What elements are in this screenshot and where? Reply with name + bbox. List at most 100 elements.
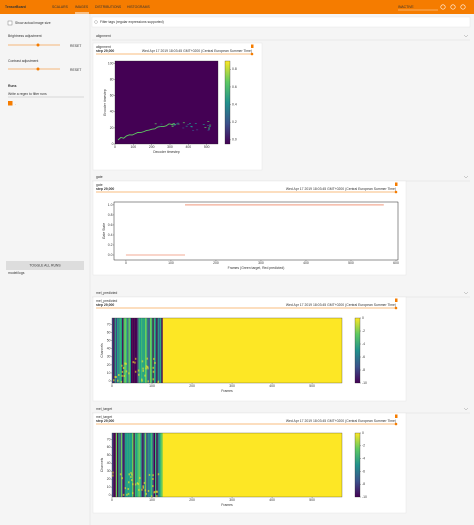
x-tick-label: 500 xyxy=(204,145,210,149)
alignment-noise xyxy=(187,124,190,125)
spectrogram-band xyxy=(127,492,130,495)
slider-knob[interactable] xyxy=(36,67,40,71)
y-tick-label: 50 xyxy=(107,339,111,343)
spectrogram-band xyxy=(157,473,160,476)
app-title: TensorBoard xyxy=(5,5,26,9)
y-tick-label: 10 xyxy=(107,371,111,375)
alignment-noise xyxy=(177,123,180,125)
x-tick-label: 500 xyxy=(309,384,315,388)
y-tick-label: 60 xyxy=(107,330,111,334)
spectrogram-stripe xyxy=(120,318,123,383)
spectrogram-stripe xyxy=(137,433,139,497)
spectrogram-band xyxy=(152,378,155,381)
spectrogram-band xyxy=(134,483,137,486)
spectrogram-stripe xyxy=(155,318,157,383)
step-knob[interactable] xyxy=(394,422,398,426)
y-tick-label: 60 xyxy=(107,445,111,449)
card-time: Wed Apr 17 2019 18:03:45 GMT+0200 (Centr… xyxy=(286,419,396,423)
step-knob[interactable] xyxy=(250,52,254,56)
spectrogram-band xyxy=(142,485,144,488)
x-tick-label: 400 xyxy=(269,498,275,502)
spectrogram-stripe xyxy=(114,318,116,383)
spectrogram-band xyxy=(143,481,146,484)
section-title[interactable]: mel_predicted xyxy=(96,291,117,295)
y-tick-label: 20 xyxy=(107,477,111,481)
card-menu-icon[interactable] xyxy=(251,44,254,49)
reset-button[interactable]: RESET xyxy=(70,68,81,72)
spectrogram-stripe xyxy=(151,433,153,497)
run-mode-dropdown[interactable]: INACTIVE xyxy=(398,5,414,9)
collapse-icon[interactable] xyxy=(463,34,469,38)
card-menu-icon[interactable] xyxy=(395,414,398,419)
header-icon[interactable] xyxy=(450,4,456,10)
spectrogram-band xyxy=(137,483,140,486)
tab[interactable]: DISTRIBUTIONS xyxy=(95,5,122,9)
tab[interactable]: SCALARS xyxy=(52,5,69,9)
spectrogram-stripe xyxy=(134,318,137,383)
spectrogram-band xyxy=(138,488,140,491)
spectrogram-band xyxy=(152,485,154,488)
checkbox[interactable] xyxy=(7,20,13,26)
tab[interactable]: HISTOGRAMS xyxy=(127,5,150,9)
collapse-icon[interactable] xyxy=(463,291,469,295)
spectrogram-stripe xyxy=(118,318,120,383)
spectrogram-stripe xyxy=(161,433,163,497)
spectrogram-band xyxy=(156,495,158,498)
toggle-button[interactable] xyxy=(6,261,84,270)
x-tick-label: 300 xyxy=(229,498,235,502)
tab[interactable]: IMAGES xyxy=(75,5,89,9)
y-tick-label: 40 xyxy=(110,110,114,114)
spectrogram-stripe xyxy=(142,433,144,497)
spectrogram-stripe xyxy=(153,318,156,383)
spectrogram-band xyxy=(128,372,130,375)
y-tick-label: 80 xyxy=(110,77,114,81)
spectrogram-stripe xyxy=(139,433,142,497)
spectrogram-stripe xyxy=(152,433,154,497)
spectrogram-band xyxy=(152,477,154,480)
x-tick-label: 0 xyxy=(114,145,116,149)
spectrogram-stripe xyxy=(117,433,119,497)
spectrogram-band xyxy=(152,474,154,477)
tag-filter[interactable] xyxy=(91,16,471,28)
y-tick-label: 50 xyxy=(107,453,111,457)
step-knob[interactable] xyxy=(394,190,398,194)
collapse-icon[interactable] xyxy=(463,407,469,411)
colorbar-label: -4 xyxy=(362,456,365,460)
colorbar xyxy=(354,317,361,384)
section-title[interactable]: mel_target xyxy=(96,407,112,411)
slider-knob[interactable] xyxy=(36,43,40,47)
alignment-noise xyxy=(176,123,179,125)
logdir: model/logs xyxy=(8,271,25,275)
spectrogram-band xyxy=(122,367,125,370)
spectrogram-band xyxy=(134,370,137,373)
card-time: Wed Apr 17 2019 18:03:45 GMT+0200 (Centr… xyxy=(286,187,396,191)
y-tick-label: 1.0 xyxy=(108,203,113,207)
runs-filter[interactable]: Write a regex to filter runs xyxy=(8,92,47,96)
spectrogram-stripe xyxy=(133,318,135,383)
collapse-icon[interactable] xyxy=(463,175,469,179)
colorbar xyxy=(354,432,361,498)
step-knob[interactable] xyxy=(394,306,398,310)
header-icon[interactable] xyxy=(460,4,466,10)
y-tick-label: 0.4 xyxy=(108,233,113,237)
spectrogram-band xyxy=(132,492,134,495)
slider-label: Brightness adjustment xyxy=(8,34,42,38)
spectrogram-stripe xyxy=(142,318,144,383)
y-tick-label: 70 xyxy=(107,322,111,326)
spectrogram-band xyxy=(130,471,132,474)
x-tick-label: 500 xyxy=(309,498,315,502)
spectrogram-stripe xyxy=(123,433,125,497)
colorbar-label: -2 xyxy=(362,329,365,333)
card-menu-icon[interactable] xyxy=(395,182,398,187)
reset-button[interactable]: RESET xyxy=(70,44,81,48)
section-title[interactable]: gate xyxy=(96,175,103,179)
alignment-noise xyxy=(158,125,161,127)
card-menu-icon[interactable] xyxy=(395,298,398,303)
card-tag: alignment xyxy=(96,45,111,49)
run-checkbox[interactable] xyxy=(8,101,13,106)
x-tick-label: 300 xyxy=(229,384,235,388)
section-title[interactable]: alignment xyxy=(96,34,111,38)
header-icon[interactable] xyxy=(440,4,446,10)
card-tag: mel_target xyxy=(96,415,112,419)
